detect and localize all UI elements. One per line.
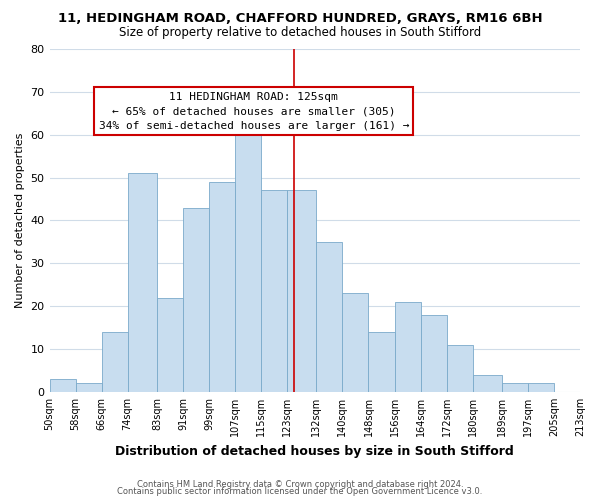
Bar — [473, 375, 502, 392]
Bar — [316, 242, 343, 392]
Text: 11 HEDINGHAM ROAD: 125sqm
← 65% of detached houses are smaller (305)
34% of semi: 11 HEDINGHAM ROAD: 125sqm ← 65% of detac… — [98, 92, 409, 130]
Bar — [101, 332, 128, 392]
Text: Contains HM Land Registry data © Crown copyright and database right 2024.: Contains HM Land Registry data © Crown c… — [137, 480, 463, 489]
Bar — [128, 174, 157, 392]
Bar — [235, 122, 261, 392]
Text: Size of property relative to detached houses in South Stifford: Size of property relative to detached ho… — [119, 26, 481, 39]
Y-axis label: Number of detached properties: Number of detached properties — [15, 133, 25, 308]
Bar — [76, 384, 101, 392]
Bar — [261, 190, 287, 392]
Bar — [209, 182, 235, 392]
Bar — [446, 345, 473, 392]
Text: 11, HEDINGHAM ROAD, CHAFFORD HUNDRED, GRAYS, RM16 6BH: 11, HEDINGHAM ROAD, CHAFFORD HUNDRED, GR… — [58, 12, 542, 26]
Bar — [50, 379, 76, 392]
Bar — [528, 384, 554, 392]
Bar — [580, 384, 600, 392]
X-axis label: Distribution of detached houses by size in South Stifford: Distribution of detached houses by size … — [115, 444, 514, 458]
Bar — [368, 332, 395, 392]
Bar — [183, 208, 209, 392]
Bar — [287, 190, 316, 392]
Bar — [502, 384, 528, 392]
Bar — [157, 298, 183, 392]
Bar — [421, 315, 446, 392]
Bar — [395, 302, 421, 392]
Text: Contains public sector information licensed under the Open Government Licence v3: Contains public sector information licen… — [118, 487, 482, 496]
Bar — [343, 294, 368, 392]
